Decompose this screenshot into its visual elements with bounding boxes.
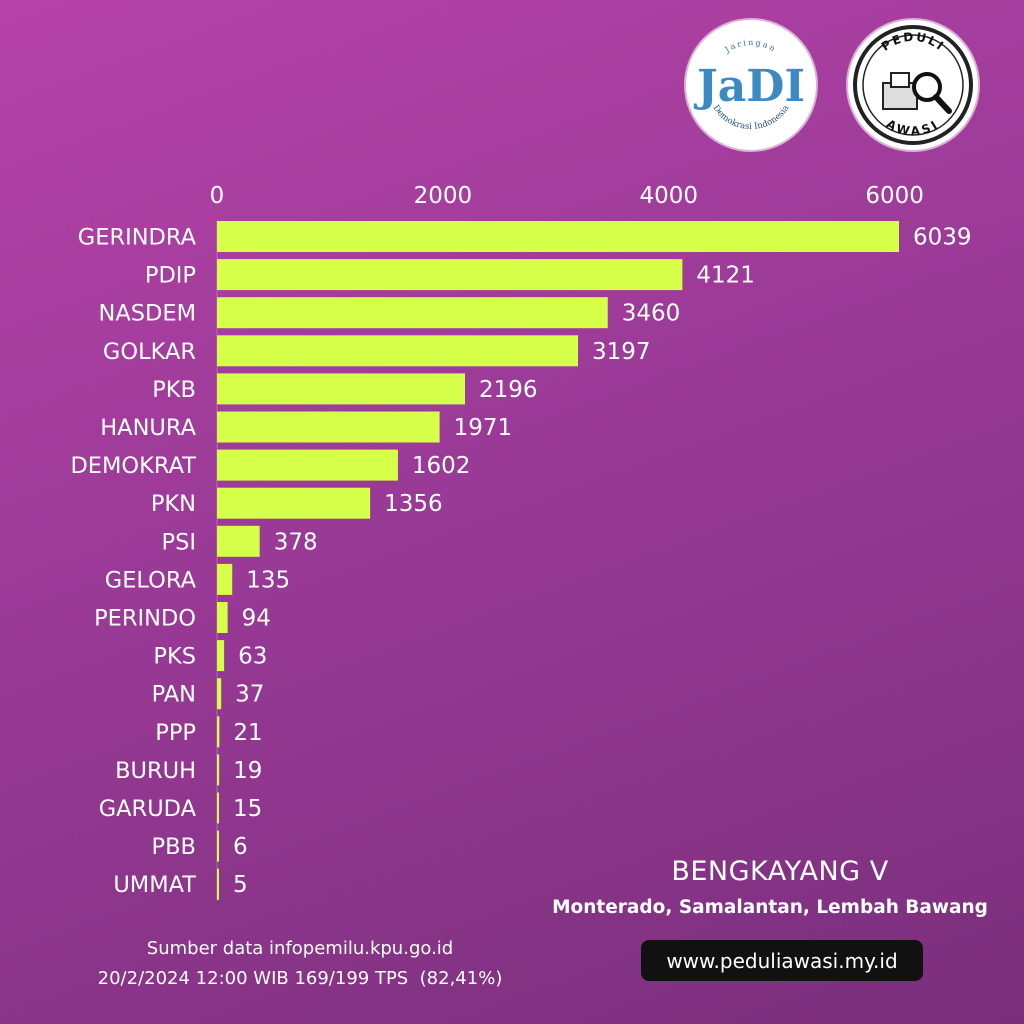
x-tick-label-2000: 2000 xyxy=(414,183,473,209)
bar-hanura xyxy=(217,411,440,443)
value-label-pan: 37 xyxy=(235,682,264,708)
bar-gerindra xyxy=(217,221,899,252)
peduli-bottom-text: AWASI xyxy=(884,117,939,139)
jadi-main-text: JaDI xyxy=(693,61,805,112)
source-note: Sumber data infopemilu.kpu.go.id 20/2/20… xyxy=(40,934,560,994)
category-label-pkn: PKN xyxy=(151,491,196,517)
bar-nasdem xyxy=(217,297,608,329)
category-label-nasdem: NASDEM xyxy=(99,301,196,327)
website-badge[interactable]: www.peduliawasi.my.id xyxy=(641,940,923,981)
value-label-hanura: 1971 xyxy=(454,415,513,441)
bar-pan xyxy=(217,678,222,710)
category-label-hanura: HANURA xyxy=(100,415,196,441)
bar-chart: 0 2000 4000 6000 GERINDRA 6039 PDIP 4121 NASDEM 3… xyxy=(70,183,972,900)
bar-garuda xyxy=(217,792,219,824)
value-label-nasdem: 3460 xyxy=(622,301,681,327)
bar-golkar xyxy=(217,335,579,367)
peduli-awasi-logo: PEDULI AWASI xyxy=(848,20,978,150)
ballot-magnifier-icon: PEDULI AWASI xyxy=(853,25,973,145)
svg-text:AWASI: AWASI xyxy=(884,117,942,139)
category-label-demokrat: DEMOKRAT xyxy=(70,453,196,479)
bar-pkb xyxy=(217,373,465,405)
value-label-ppp: 21 xyxy=(233,720,262,746)
value-label-pdip: 4121 xyxy=(696,263,755,289)
category-label-ummat: UMMAT xyxy=(113,872,196,898)
x-tick-label-6000: 6000 xyxy=(865,183,924,209)
category-label-pdip: PDIP xyxy=(145,263,196,289)
bar-ppp xyxy=(217,716,220,748)
bar-pks xyxy=(217,640,225,672)
source-line-1: Sumber data infopemilu.kpu.go.id xyxy=(146,938,454,959)
bar-psi xyxy=(217,525,260,557)
value-label-pks: 63 xyxy=(238,644,267,670)
bar-ummat xyxy=(217,868,219,900)
value-label-garuda: 15 xyxy=(233,796,262,822)
x-tick-label-4000: 4000 xyxy=(639,183,698,209)
value-label-ummat: 5 xyxy=(233,872,248,898)
value-label-pkn: 1356 xyxy=(384,491,443,517)
bar-pkn xyxy=(217,487,371,519)
category-label-gelora: GELORA xyxy=(105,567,197,593)
jadi-logo-icon: Jaringan JaDI Demokrasi Indonesia xyxy=(693,38,805,132)
value-label-perindo: 94 xyxy=(242,606,271,632)
category-label-ppp: PPP xyxy=(155,720,196,746)
category-label-buruh: BURUH xyxy=(115,758,196,784)
value-label-gelora: 135 xyxy=(246,567,290,593)
category-label-golkar: GOLKAR xyxy=(103,339,196,365)
bar-perindo xyxy=(217,602,228,633)
category-label-pan: PAN xyxy=(152,682,196,708)
value-label-pbb: 6 xyxy=(233,834,248,860)
bar-pbb xyxy=(217,830,219,862)
category-label-pbb: PBB xyxy=(152,834,196,860)
value-label-pkb: 2196 xyxy=(479,377,538,403)
category-label-pkb: PKB xyxy=(152,377,196,403)
bar-gelora xyxy=(217,563,233,595)
region-subtitle: Monterado, Samalantan, Lembah Bawang xyxy=(552,897,988,918)
jadi-logo: Jaringan JaDI Demokrasi Indonesia xyxy=(686,20,816,150)
source-line-2: 20/2/2024 12:00 WIB 169/199 TPS (82,41%) xyxy=(97,968,503,989)
bar-pdip xyxy=(217,259,683,291)
category-label-garuda: GARUDA xyxy=(99,796,197,822)
category-label-perindo: PERINDO xyxy=(94,606,196,632)
category-label-pks: PKS xyxy=(153,644,196,670)
value-label-gerindra: 6039 xyxy=(913,225,972,251)
category-label-psi: PSI xyxy=(162,529,197,555)
region-title: BENGKAYANG V xyxy=(671,856,889,887)
value-label-psi: 378 xyxy=(274,529,318,555)
x-tick-label-0: 0 xyxy=(210,183,225,209)
value-label-buruh: 19 xyxy=(233,758,262,784)
bar-buruh xyxy=(217,754,220,786)
value-label-golkar: 3197 xyxy=(592,339,651,365)
category-label-gerindra: GERINDRA xyxy=(78,225,197,251)
bar-demokrat xyxy=(217,449,398,481)
value-label-demokrat: 1602 xyxy=(412,453,471,479)
